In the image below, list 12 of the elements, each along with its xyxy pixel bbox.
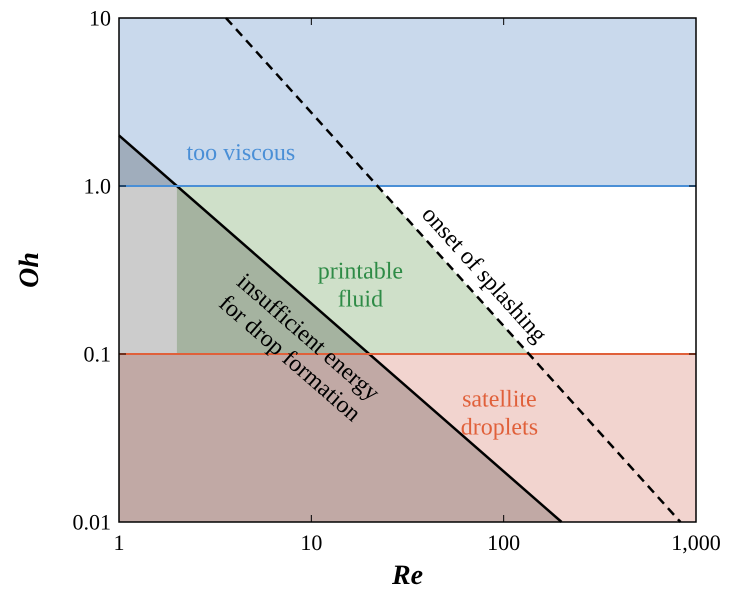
y-tick-label: 0.01 [72, 510, 111, 535]
x-tick-label: 1,000 [671, 530, 721, 555]
y-tick-label: 10 [89, 6, 111, 31]
x-axis-title: Re [390, 560, 424, 591]
x-tick-label: 1 [114, 530, 124, 555]
y-tick-label: 1.0 [84, 174, 111, 199]
annotation: satellite droplets [460, 386, 538, 441]
annotation: too viscous [186, 140, 296, 166]
y-tick-label: 0.1 [84, 342, 111, 367]
y-axis-title: Oh [14, 252, 45, 288]
x-tick-label: 10 [300, 530, 322, 555]
x-tick-label: 100 [487, 530, 520, 555]
